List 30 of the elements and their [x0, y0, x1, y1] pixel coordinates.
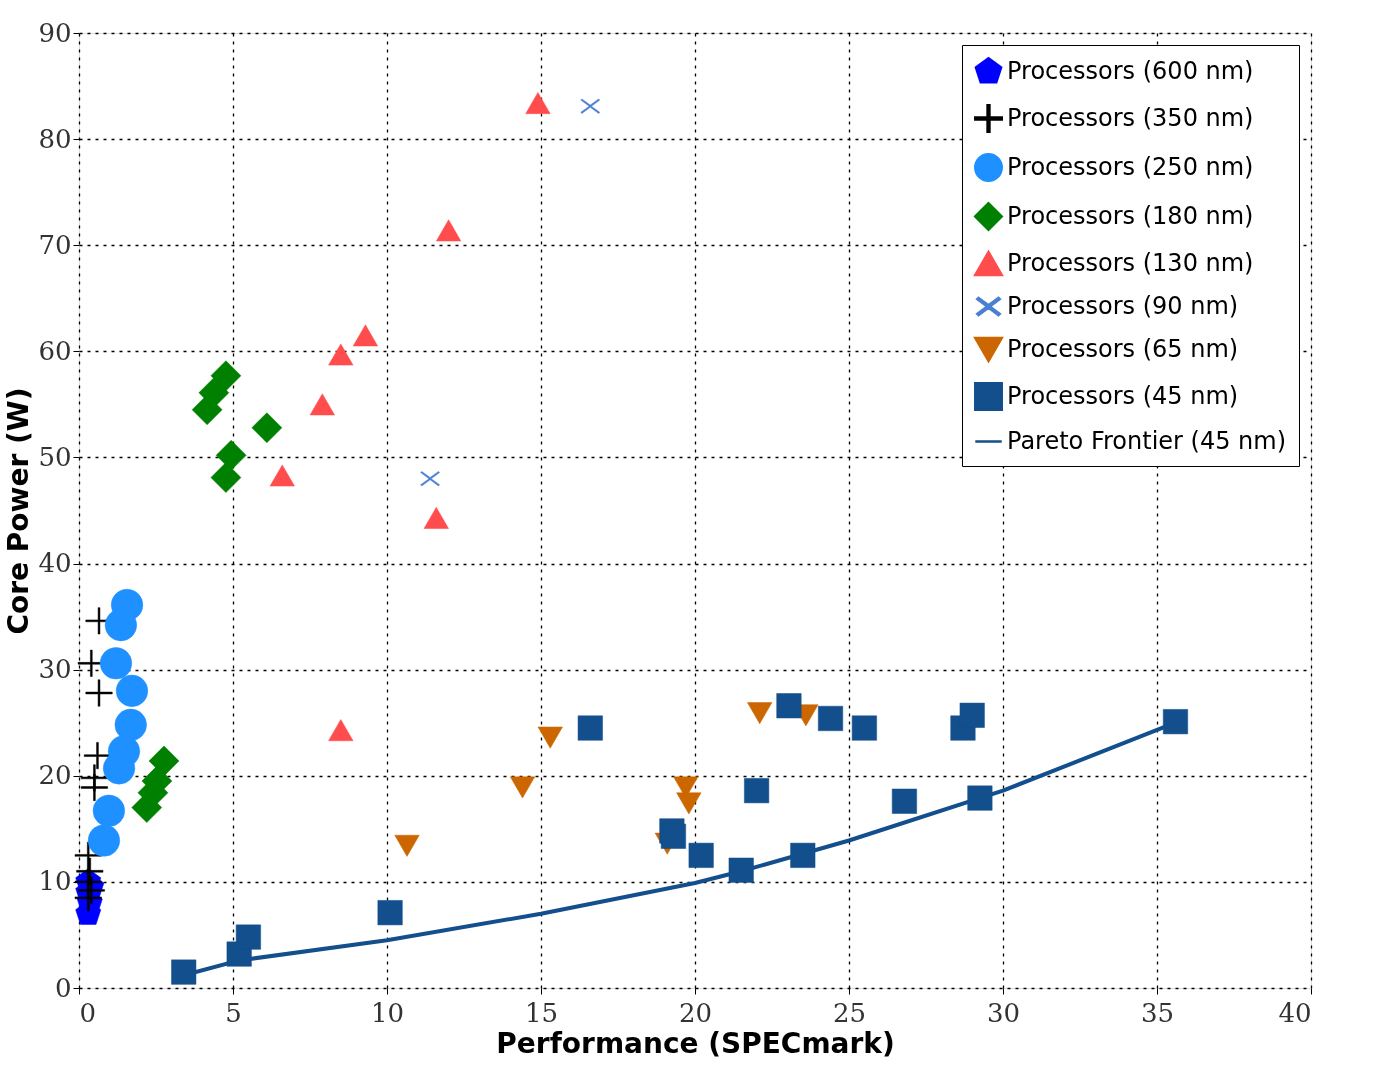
legend-label: Processors (600 nm) [1007, 56, 1254, 85]
legend-label: Pareto Frontier (45 nm) [1007, 426, 1287, 455]
x-tick-label: 35 [1140, 997, 1175, 1028]
legend-label: Processors (45 nm) [1007, 381, 1239, 410]
y-tick-label: 50 [38, 441, 72, 472]
y-tick-label: 40 [38, 548, 72, 579]
x-tick-label: 30 [986, 997, 1021, 1028]
x-tick-label: 20 [678, 997, 713, 1028]
y-tick-label: 90 [38, 17, 72, 48]
x-tick-label: 10 [370, 997, 405, 1028]
x-tick-label: 5 [225, 997, 242, 1028]
legend-label: Processors (350 nm) [1007, 103, 1254, 132]
y-tick-label: 0 [54, 972, 72, 1003]
legend-label: Processors (180 nm) [1007, 201, 1254, 230]
y-tick-label: 10 [38, 866, 72, 897]
y-axis-title: Core Power (W) [2, 387, 36, 635]
y-tick-label: 70 [38, 229, 72, 260]
y-tick-label: 20 [38, 760, 72, 791]
y-tick-label: 30 [38, 654, 72, 685]
y-tick-label: 60 [38, 335, 72, 366]
legend-label: Processors (90 nm) [1007, 291, 1239, 320]
x-tick-label: 25 [832, 997, 867, 1028]
legend-label: Processors (65 nm) [1007, 334, 1239, 363]
y-tick-label: 80 [38, 123, 72, 154]
x-tick-label: 40 [1278, 997, 1312, 1028]
legend-label: Processors (130 nm) [1007, 248, 1254, 277]
x-tick-label: 15 [524, 997, 559, 1028]
x-axis-title: Performance (SPECmark) [496, 1026, 895, 1060]
legend-label: Processors (250 nm) [1007, 152, 1254, 181]
x-tick-label: 0 [79, 997, 97, 1028]
